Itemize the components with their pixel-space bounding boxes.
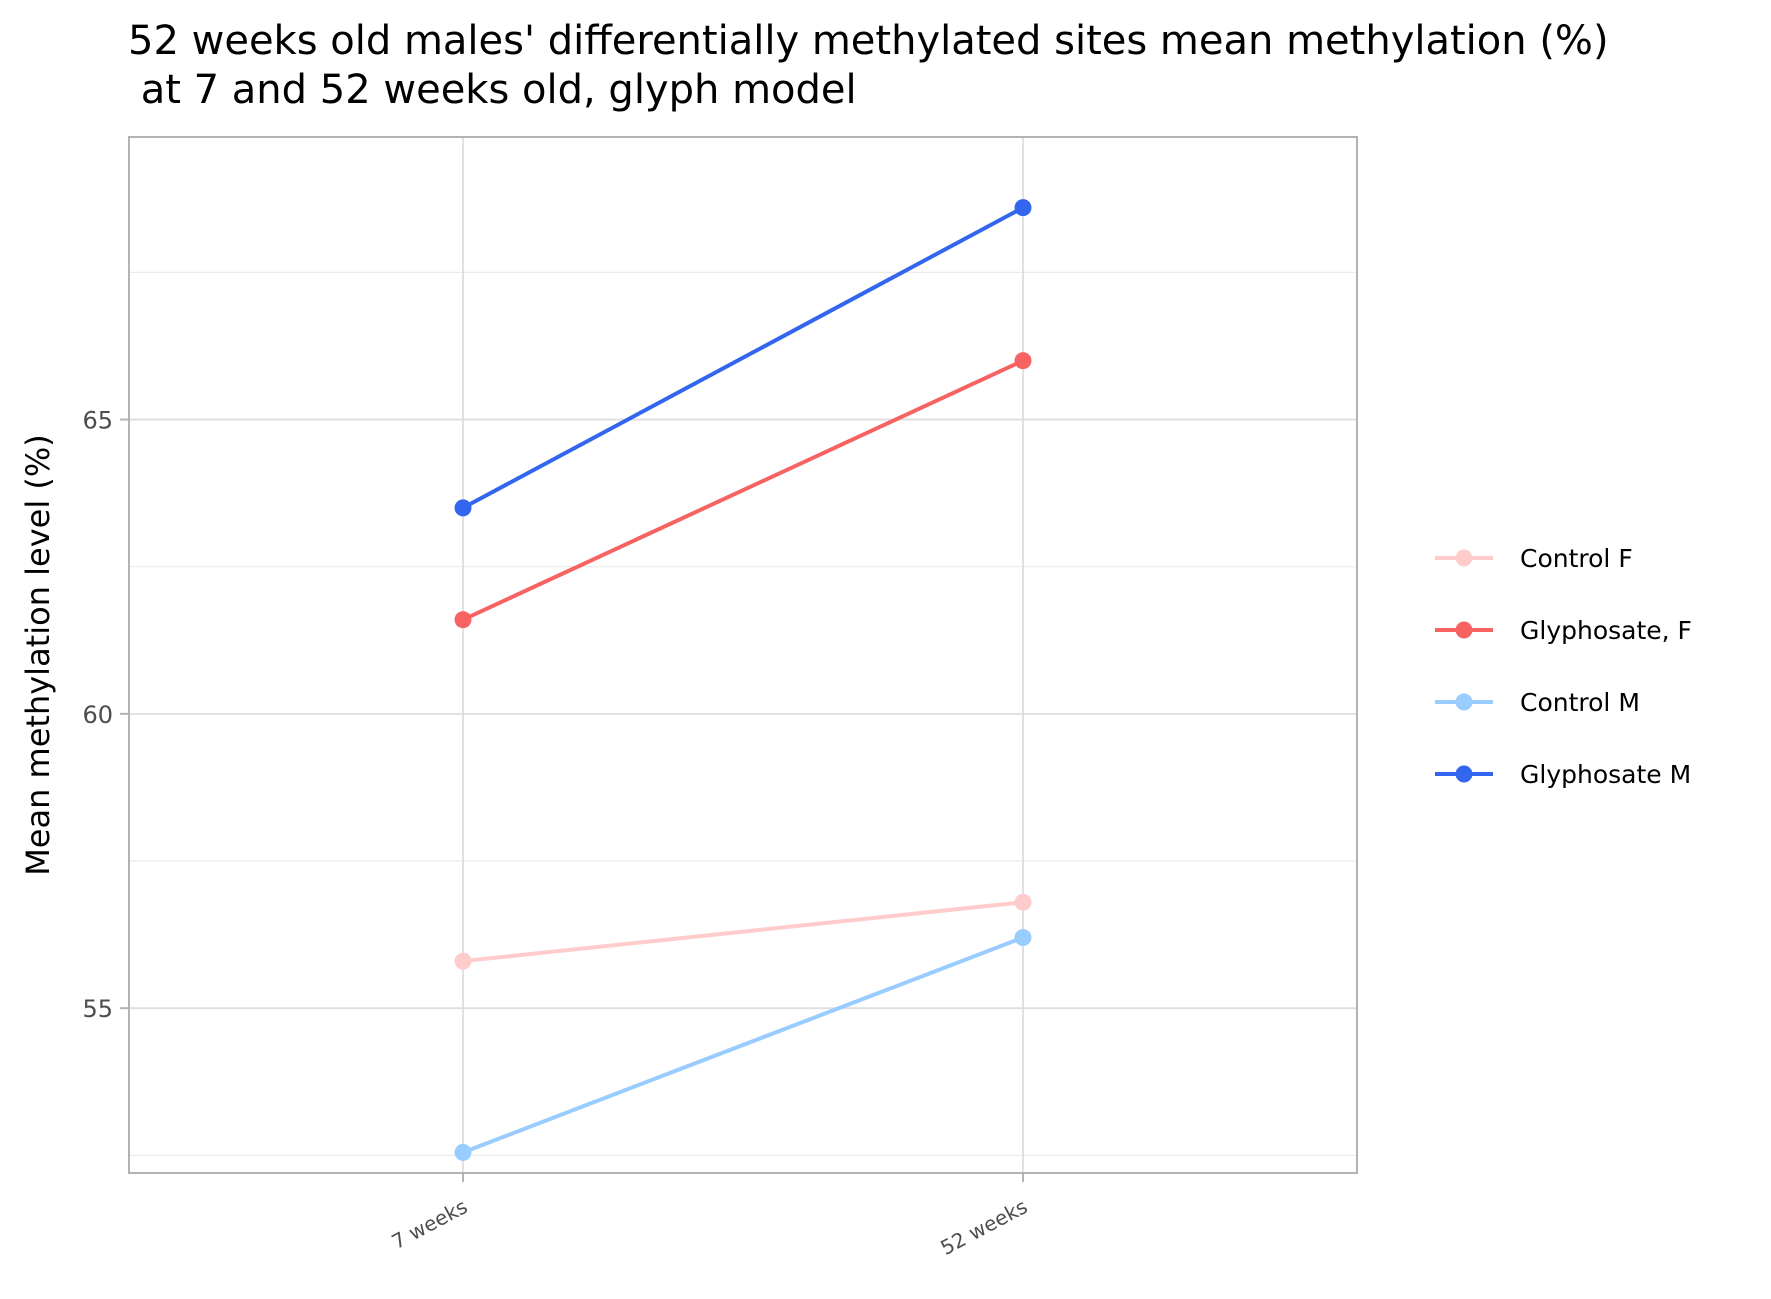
- legend: Control F Glyphosate, F Control M Glyphosat…: [1435, 544, 1692, 789]
- series-layer: [454, 199, 1032, 1161]
- chart-title-line-2: at 7 and 52 weeks old, glyph model: [128, 67, 857, 113]
- legend-label: Control M: [1520, 688, 1640, 717]
- plot-panel-border: [128, 136, 1358, 1174]
- series-line-glyphosate-m: [461, 205, 1025, 510]
- legend-item-glyphosate-f: Glyphosate, F: [1435, 616, 1692, 645]
- legend-item-control-f: Control F: [1435, 544, 1633, 573]
- chart-title-line-1: 52 weeks old males' differentially methy…: [128, 18, 1609, 64]
- legend-key-point: [1455, 549, 1473, 567]
- data-point-glyphosate-m: [454, 499, 472, 517]
- legend-key-point: [1455, 765, 1473, 783]
- legend-label: Control F: [1520, 544, 1633, 573]
- data-point-glyphosate-f: [1014, 352, 1032, 370]
- data-point-control-f: [454, 952, 472, 970]
- series-line-control-f: [461, 900, 1025, 964]
- series-line-control-m: [461, 935, 1025, 1155]
- y-tick-label: 65: [82, 407, 113, 435]
- legend-key-point: [1455, 693, 1473, 711]
- data-point-glyphosate-f: [454, 611, 472, 629]
- legend-item-glyphosate-m: Glyphosate M: [1435, 760, 1691, 789]
- y-axis: 55 60 65: [82, 407, 129, 1023]
- y-axis-title: Mean methylation level (%): [19, 434, 57, 876]
- grid: [129, 137, 1357, 1173]
- data-point-control-f: [1014, 893, 1032, 911]
- legend-item-control-m: Control M: [1435, 688, 1640, 717]
- legend-label: Glyphosate, F: [1520, 616, 1692, 645]
- y-tick-label: 60: [82, 701, 113, 729]
- legend-key-point: [1455, 621, 1473, 639]
- series-line-glyphosate-f: [461, 358, 1025, 622]
- data-point-glyphosate-m: [1014, 199, 1032, 217]
- legend-label: Glyphosate M: [1520, 760, 1691, 789]
- y-tick-label: 55: [82, 995, 113, 1023]
- data-point-control-m: [454, 1143, 472, 1161]
- data-point-control-m: [1014, 929, 1032, 947]
